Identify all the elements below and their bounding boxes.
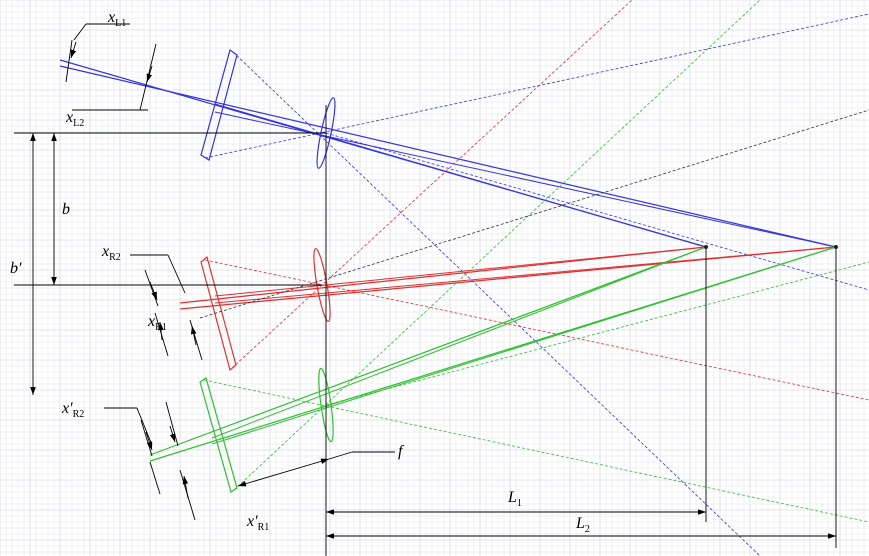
xR1-arrow — [190, 325, 197, 346]
xL1-leader — [73, 23, 87, 41]
label-xR1: xR1 — [147, 313, 167, 333]
f-dimension — [237, 458, 330, 487]
f-leader — [328, 451, 353, 460]
label-xpR2: x′R2 — [61, 400, 84, 420]
green-solid-ray — [211, 246, 837, 445]
green-dashed-ray — [203, 379, 869, 523]
target-point-2 — [834, 245, 838, 249]
blue-solid-ray — [214, 103, 707, 248]
label-f: f — [398, 443, 405, 460]
blue-lens — [316, 97, 336, 169]
label-xL1: xL1 — [107, 9, 126, 29]
dimension-lines — [14, 23, 837, 556]
red-dashed-ray — [204, 259, 869, 401]
blue-dashed-ray — [204, 13, 869, 159]
green-solid-ray — [149, 246, 707, 456]
green-camera-group — [149, 0, 869, 523]
xpR1-tick — [149, 461, 161, 495]
label-b: b — [62, 201, 70, 218]
blue-dashed-ray — [325, 132, 869, 291]
green-dashed-ray — [325, 261, 869, 406]
xR2-arrow — [149, 281, 158, 301]
green-dashed-ray — [233, 0, 761, 491]
label-L2: L2 — [575, 515, 590, 535]
label-b-prime: b′ — [10, 260, 22, 277]
red-solid-ray — [179, 246, 707, 304]
xL1-tick — [65, 39, 73, 83]
xL2-arrow — [146, 65, 153, 83]
blue-solid-ray — [214, 111, 837, 248]
blue-camera-group — [59, 13, 869, 556]
red-solid-ray — [214, 246, 707, 297]
xR1-arrow — [158, 321, 164, 341]
red-sensor-plate — [200, 255, 237, 372]
target-point-1 — [704, 245, 708, 249]
xL1-arrow — [70, 41, 77, 59]
xR2-tick — [144, 269, 159, 307]
green-solid-ray — [211, 246, 707, 439]
red-dashed-ray — [231, 0, 633, 369]
label-xL2: xL2 — [65, 109, 84, 129]
xpR2-arrow — [145, 431, 153, 451]
xpR2-tick — [140, 419, 153, 457]
xpR2-arrow — [169, 425, 176, 443]
label-xpR1: x′R1 — [246, 513, 269, 533]
blue-solid-ray — [59, 65, 837, 248]
labels: xL1 xL2 xR2 xR1 x′R2 x′R1 b b′ f L1 L2 — [10, 9, 590, 535]
xR2-leader — [167, 254, 186, 294]
xpR1-arrow — [182, 475, 189, 499]
label-L1: L1 — [507, 489, 522, 509]
xpR2-leader — [136, 407, 153, 446]
red-solid-ray — [214, 246, 837, 304]
label-xR2: xR2 — [101, 243, 121, 263]
center-dashed-line — [199, 109, 869, 319]
xpR2-tick — [165, 401, 179, 447]
green-sensor-plate — [199, 377, 238, 493]
